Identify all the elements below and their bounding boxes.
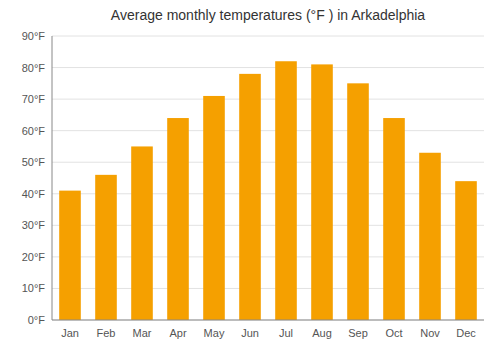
grid-line [52, 67, 484, 68]
x-tick-label: Jun [241, 327, 259, 339]
bar [275, 61, 297, 320]
y-tick-label: 40°F [22, 188, 46, 200]
bar [347, 83, 369, 320]
y-tick-label: 60°F [22, 125, 46, 137]
grid-line [52, 99, 484, 100]
bar [311, 64, 333, 320]
grid [52, 36, 484, 320]
x-tick-label: Jul [279, 327, 293, 339]
y-tick-label: 20°F [22, 251, 46, 263]
x-tick-label: Jan [61, 327, 79, 339]
bar [167, 118, 189, 320]
bar [419, 153, 441, 320]
y-tick-label: 30°F [22, 219, 46, 231]
grid-line [52, 130, 484, 131]
x-axis-line [52, 320, 484, 321]
x-tick-label: May [204, 327, 225, 339]
x-tick-label: Sep [348, 327, 368, 339]
x-tick-label: Apr [169, 327, 186, 339]
x-axis: Jan Feb Mar Apr May Jun Jul Aug Sep Oct Nov Dec [61, 327, 476, 339]
y-tick-label: 10°F [22, 282, 46, 294]
y-tick-label: 80°F [22, 62, 46, 74]
grid-line [52, 36, 484, 37]
x-tick-label: Mar [133, 327, 152, 339]
y-tick-label: 90°F [22, 30, 46, 42]
y-axis-line [52, 36, 53, 320]
x-tick-label: Oct [385, 327, 402, 339]
bar [203, 96, 225, 320]
bar [131, 146, 153, 320]
bar [239, 74, 261, 320]
bar [59, 191, 81, 320]
bar [383, 118, 405, 320]
y-tick-label: 50°F [22, 156, 46, 168]
bar-chart: Average monthly temperatures (°F ) in Ar… [0, 0, 500, 350]
bar [455, 181, 477, 320]
bars [59, 61, 477, 320]
x-tick-label: Aug [312, 327, 332, 339]
grid-line [52, 320, 484, 321]
y-axis: 0°F 10°F 20°F 30°F 40°F 50°F 60°F 70°F 80°F 90°F [22, 30, 46, 326]
x-tick-label: Feb [97, 327, 116, 339]
y-tick-label: 70°F [22, 93, 46, 105]
x-tick-label: Dec [456, 327, 476, 339]
title: Average monthly temperatures (°F ) in Ar… [111, 7, 425, 23]
x-tick-label: Nov [420, 327, 440, 339]
y-tick-label: 0°F [28, 314, 46, 326]
bar [95, 175, 117, 320]
